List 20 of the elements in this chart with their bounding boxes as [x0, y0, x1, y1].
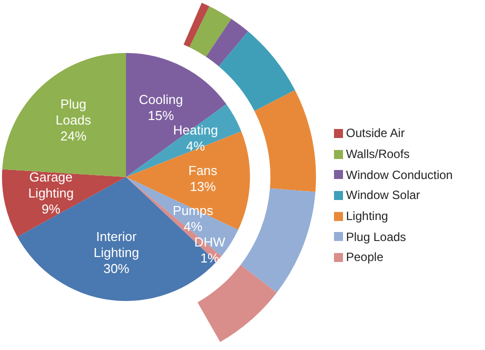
- data-label: 4%: [186, 138, 206, 154]
- data-label: 15%: [148, 108, 174, 124]
- legend-label: Lighting: [346, 209, 388, 224]
- slice-label: Garage Lighting: [28, 169, 74, 200]
- data-label: 13%: [190, 178, 216, 194]
- legend-label: Window Conduction: [346, 168, 453, 182]
- slice-label: Fans: [188, 162, 218, 178]
- legend-label: Window Solar: [346, 188, 420, 202]
- data-label: 9%: [42, 201, 61, 216]
- data-label: 4%: [184, 219, 203, 234]
- data-label: 24%: [60, 128, 87, 144]
- slice-label: Plug Loads: [56, 96, 92, 128]
- data-label: 30%: [103, 260, 130, 276]
- legend-label: Plug Loads: [346, 230, 406, 244]
- slice-label: Cooling: [138, 92, 183, 108]
- slice-label: Heating: [173, 122, 218, 138]
- slice-label: Interior Lighting: [94, 228, 140, 260]
- legend-label: Walls/Roofs: [346, 147, 410, 162]
- legend-label: Outside Air: [346, 126, 405, 140]
- legend-label: People: [346, 250, 384, 264]
